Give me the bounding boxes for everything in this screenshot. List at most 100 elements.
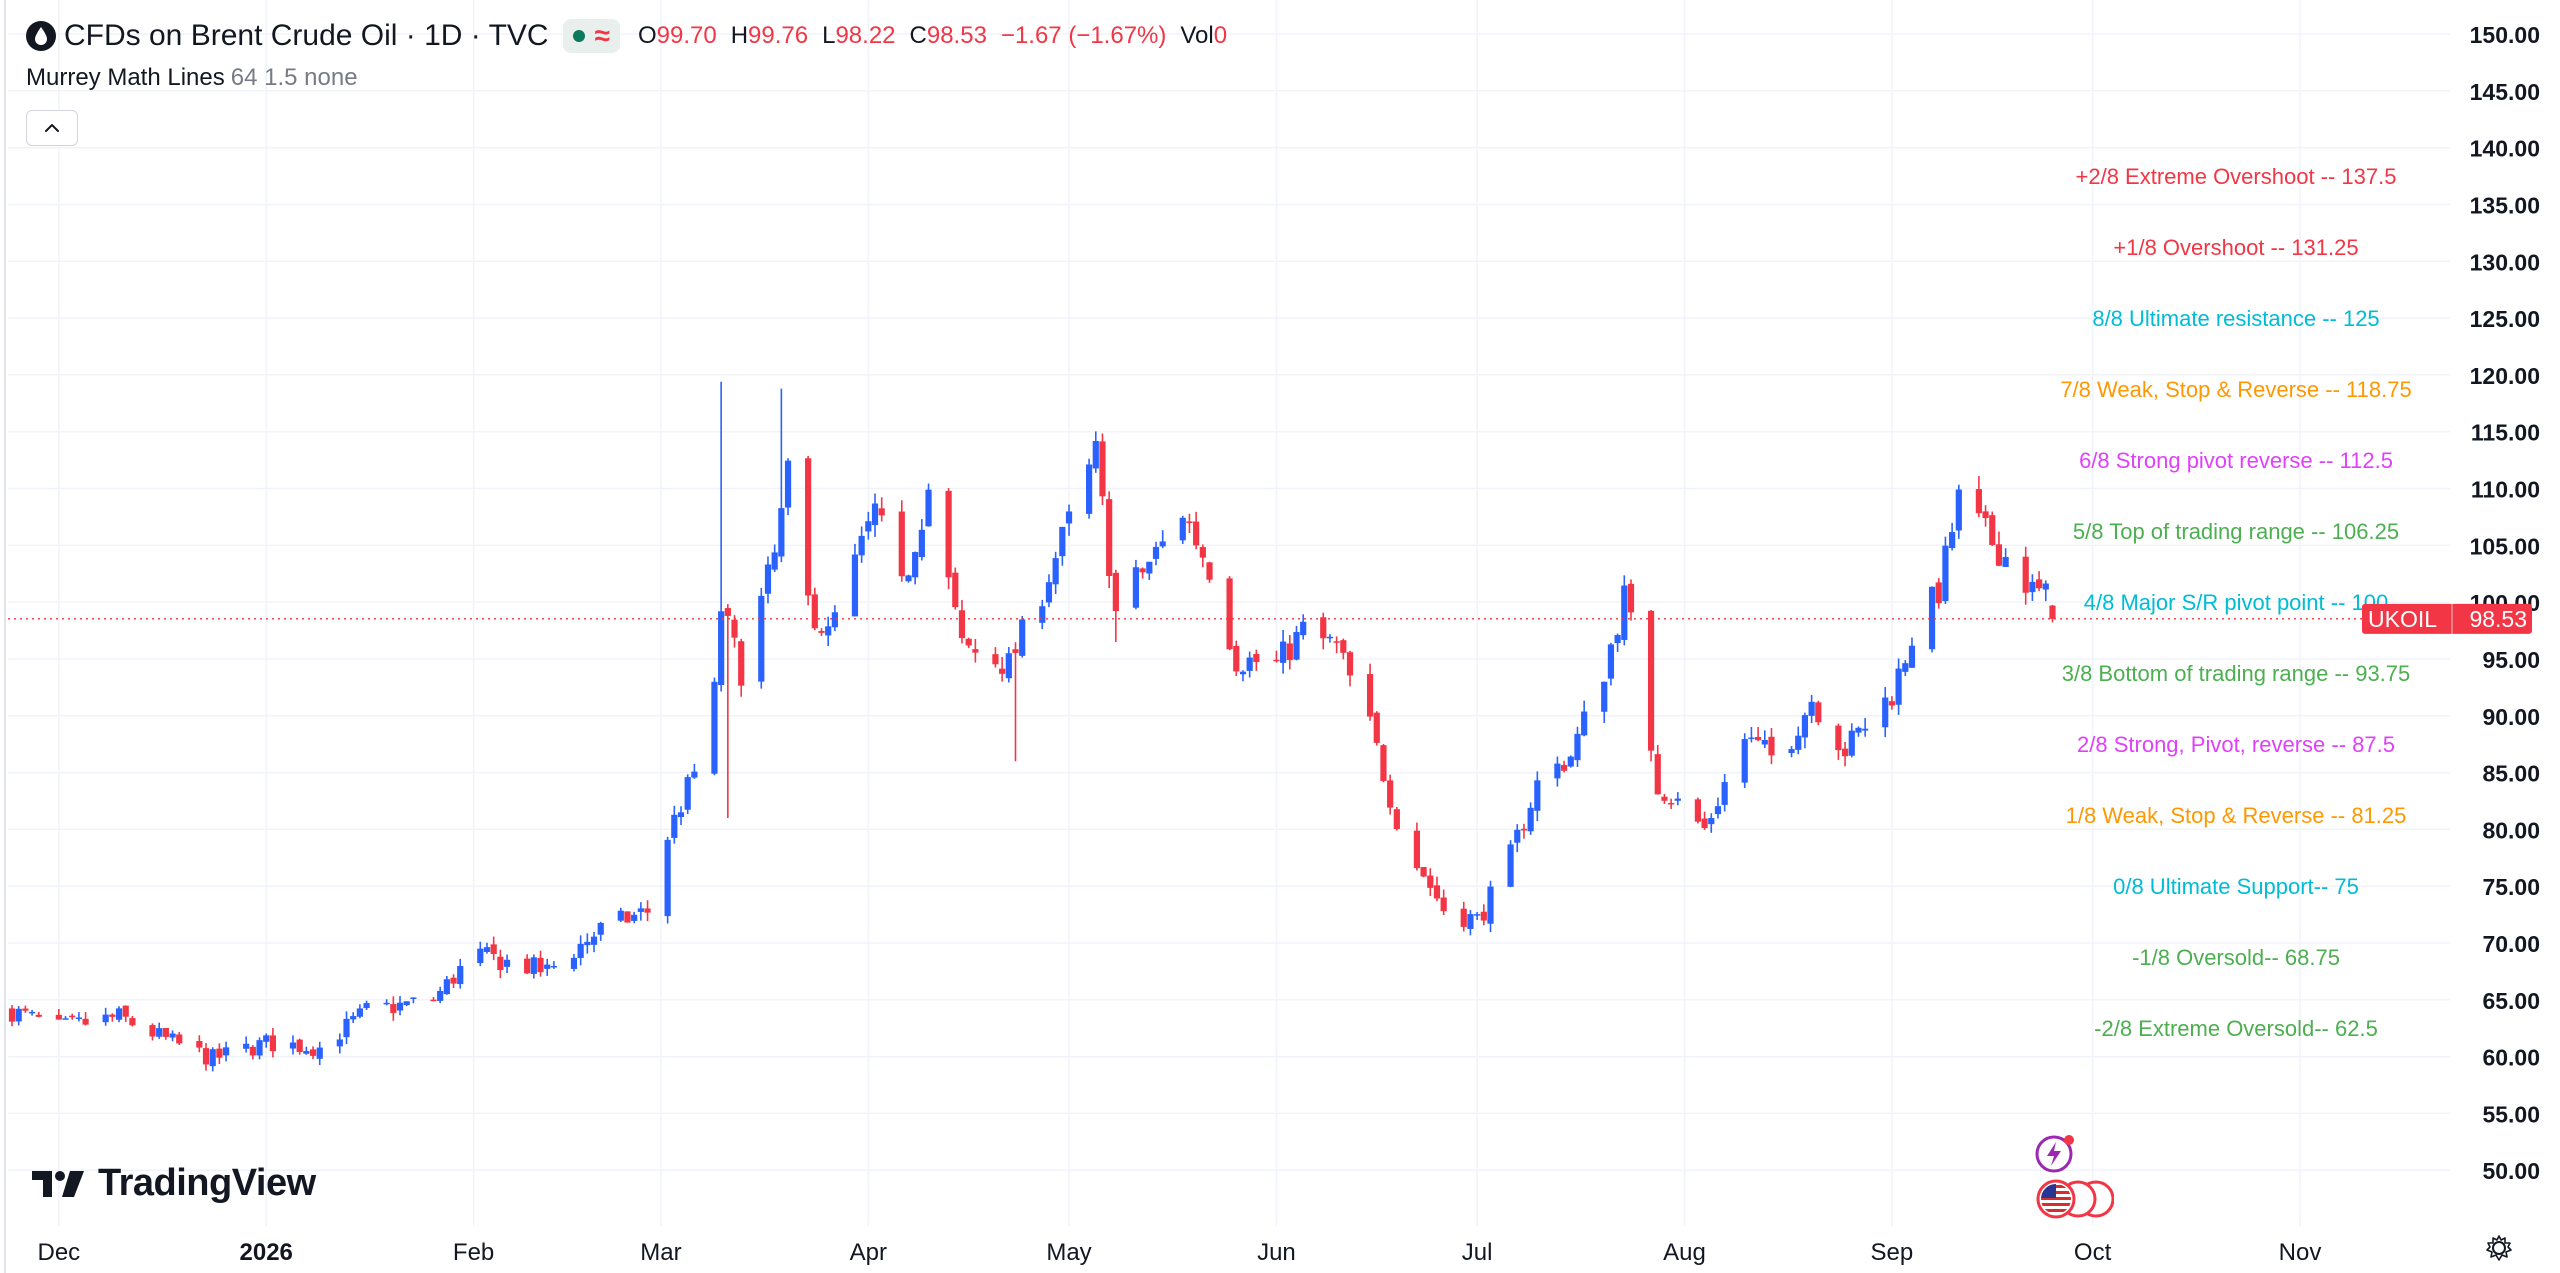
candle-body <box>2022 556 2029 593</box>
candle-body <box>1152 546 1160 559</box>
murrey-line-label: 4/8 Major S/R pivot point -- 100 <box>2084 590 2388 615</box>
candle-body <box>350 1016 357 1020</box>
candle-body <box>825 626 832 636</box>
candle-body <box>1801 715 1809 738</box>
candle-body <box>1099 441 1106 497</box>
indicator-legend[interactable]: Murrey Math Lines 64 1.5 none <box>26 64 358 92</box>
candle-body <box>718 611 725 685</box>
candle-body <box>898 511 905 577</box>
price-badge-symbol: UKOIL <box>2368 606 2437 632</box>
volume-label: Vol <box>1180 22 1214 49</box>
candle-body <box>1694 799 1701 822</box>
candle-body <box>263 1035 270 1042</box>
candle-body <box>1139 568 1146 573</box>
candle-body <box>1935 582 1942 604</box>
murrey-line-label: 2/8 Strong, Pivot, reverse -- 87.5 <box>2077 732 2395 757</box>
chevron-up-icon <box>45 124 59 132</box>
candle-body <box>1019 619 1026 656</box>
last-price-badge[interactable]: UKOIL 98.53 <box>2362 603 2532 634</box>
candle-body <box>1714 806 1722 815</box>
candle-body <box>1427 875 1434 888</box>
candle-body <box>905 575 912 582</box>
candle-body <box>1387 780 1394 808</box>
candle-body <box>2049 605 2056 619</box>
candle-body <box>477 948 484 964</box>
candle-body <box>684 777 691 810</box>
open-label: O <box>637 22 657 49</box>
candle-body <box>55 1014 62 1020</box>
candle-body <box>577 943 584 959</box>
price-badge-value: 98.53 <box>2469 606 2527 632</box>
candle-body <box>1668 802 1675 805</box>
candle-body <box>537 957 544 973</box>
candle-body <box>878 508 885 516</box>
y-tick-label: 65.00 <box>2482 988 2540 1014</box>
low-label: L <box>822 22 836 49</box>
candle-body <box>617 910 624 921</box>
symbol-title[interactable]: CFDs on Brent Crude Oil · 1D · TVC <box>64 19 549 52</box>
candle-body <box>544 964 551 969</box>
close-value: 98.53 <box>926 22 987 49</box>
candle-body <box>945 490 952 578</box>
brent-drop-icon[interactable] <box>26 21 56 51</box>
candle-body <box>1112 572 1119 612</box>
candle-body <box>1065 511 1073 524</box>
symbol-header: CFDs on Brent Crude Oil · 1D · TVC ≈ O 99… <box>26 16 1241 56</box>
ohlc-values: O 99.70 H 99.76 L 98.22 C 98.53 −1.67 (−1.67… <box>638 22 1241 50</box>
candle-body <box>176 1034 183 1044</box>
collapse-legend-button[interactable] <box>26 110 78 146</box>
x-tick-label: Sep <box>1871 1239 1914 1266</box>
candle-body <box>1621 585 1628 640</box>
murrey-line-label: 1/8 Weak, Stop & Reverse -- 81.25 <box>2066 803 2407 828</box>
murrey-line-label: 0/8 Ultimate Support-- 75 <box>2113 874 2359 899</box>
market-status-pill[interactable]: ≈ <box>562 19 620 53</box>
candle-body <box>1193 521 1200 546</box>
candle-body <box>1507 844 1514 887</box>
y-tick-label: 110.00 <box>2471 477 2540 503</box>
candle-body <box>1146 561 1153 574</box>
candle-body <box>1106 499 1113 577</box>
candle-body <box>1928 586 1936 650</box>
candle-body <box>1059 526 1066 557</box>
tradingview-logo[interactable]: TradingView <box>30 1162 316 1205</box>
settings-gear-icon[interactable] <box>2484 1233 2514 1263</box>
y-tick-label: 145.00 <box>2470 79 2540 105</box>
candle-body <box>196 1041 203 1048</box>
y-tick-label: 80.00 <box>2482 817 2540 843</box>
murrey-line-label: 6/8 Strong pivot reverse -- 112.5 <box>2079 448 2393 473</box>
candle-body <box>1380 745 1387 781</box>
candle-body <box>1433 885 1441 899</box>
murrey-line-label: 7/8 Weak, Stop & Reverse -- 118.75 <box>2060 377 2411 402</box>
candle-body <box>1420 867 1427 877</box>
candle-body <box>1741 739 1748 783</box>
candle-body <box>1226 578 1233 650</box>
murrey-line-label: 3/8 Bottom of trading range -- 93.75 <box>2062 661 2411 686</box>
candle-body <box>1199 547 1206 558</box>
candle-body <box>503 959 511 967</box>
lightning-alert-icon[interactable] <box>2034 1132 2078 1176</box>
indicator-name[interactable]: Murrey Math Lines <box>26 64 225 91</box>
candle-body <box>1052 558 1059 585</box>
candle-body <box>1607 644 1615 679</box>
tradingview-logo-icon <box>32 1170 84 1197</box>
candle-body <box>1092 441 1099 469</box>
candle-body <box>410 997 417 999</box>
candle-body <box>778 508 785 557</box>
murrey-line-label: 8/8 Ultimate resistance -- 125 <box>2092 306 2379 331</box>
candle-body <box>758 595 765 682</box>
candle-body <box>149 1025 156 1037</box>
candle-body <box>490 944 497 954</box>
candle-body <box>1581 711 1588 736</box>
economic-events-icon[interactable] <box>2034 1178 2114 1220</box>
candle-body <box>243 1043 250 1049</box>
candle-body <box>524 958 531 974</box>
candle-body <box>805 458 812 596</box>
y-tick-label: 75.00 <box>2482 874 2540 900</box>
candle-body <box>1300 621 1307 636</box>
candle-body <box>871 503 879 526</box>
candle-body <box>958 610 966 639</box>
x-tick-label: Jun <box>1257 1239 1296 1266</box>
candle-body <box>1280 641 1287 663</box>
candle-body <box>1895 668 1902 705</box>
